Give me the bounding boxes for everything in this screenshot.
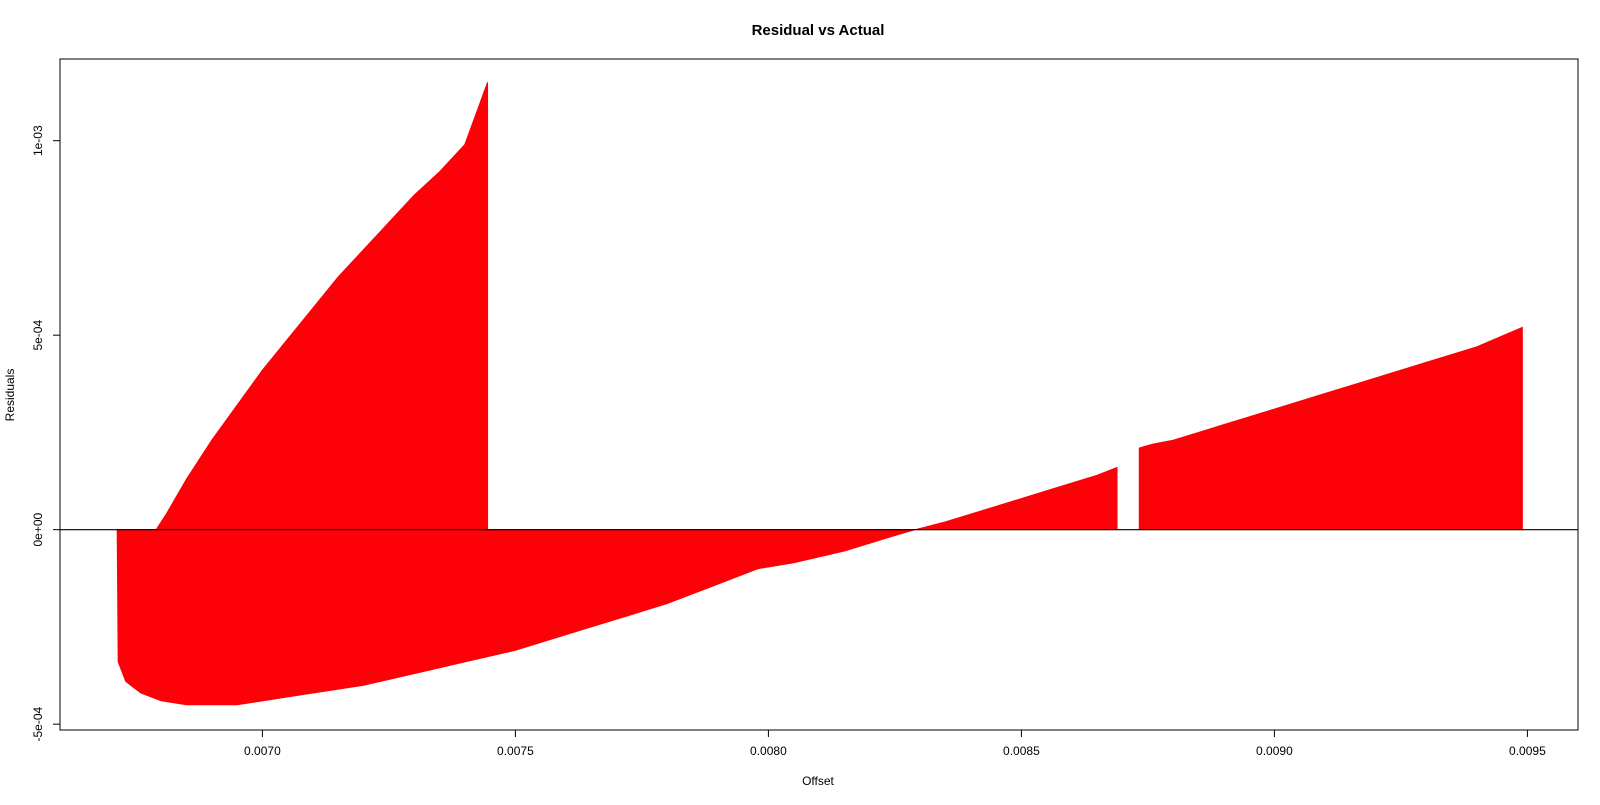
x-tick-label: 0.0085	[1003, 744, 1040, 758]
y-tick-label: 1e-03	[31, 125, 45, 156]
x-tick-label: 0.0090	[1256, 744, 1293, 758]
x-axis: 0.0070 0.0075 0.0080 0.0085 0.0090 0.0095	[244, 729, 1546, 758]
residual-positive-area-0-0	[155, 82, 489, 531]
residual-positive-area-0-1	[915, 466, 1118, 531]
x-tick-label: 0.0070	[244, 744, 281, 758]
chart-title: Residual vs Actual	[752, 22, 885, 39]
x-tick-label: 0.0095	[1509, 744, 1546, 758]
y-tick-label: -5e-04	[31, 706, 45, 741]
x-tick-label: 0.0075	[497, 744, 534, 758]
x-axis-label: Offset	[802, 774, 834, 788]
x-tick-label: 0.0080	[750, 744, 787, 758]
residual-positive-area-0-2	[1138, 326, 1523, 531]
residual-negative-area-0	[116, 529, 916, 706]
y-tick-label: 5e-04	[31, 320, 45, 351]
y-tick-label: 0e+00	[31, 512, 45, 546]
plot-marks	[116, 82, 1523, 706]
y-axis: -5e-04 0e+00 5e-04 1e-03	[31, 125, 61, 742]
y-axis-label: Residuals	[3, 369, 17, 422]
